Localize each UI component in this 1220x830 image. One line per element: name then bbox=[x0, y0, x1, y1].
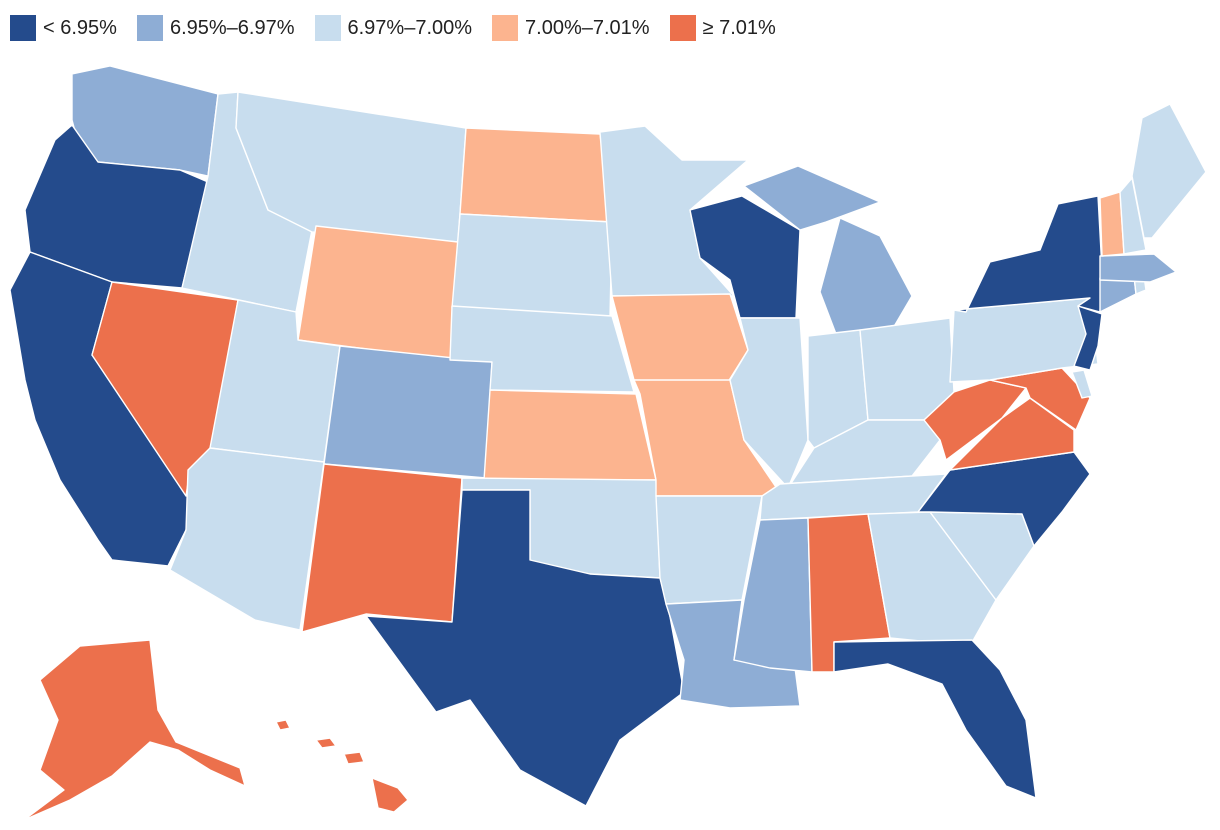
state-hi[interactable] bbox=[275, 719, 409, 813]
state-co[interactable] bbox=[323, 345, 493, 479]
state-il[interactable] bbox=[729, 317, 809, 489]
state-wv[interactable] bbox=[923, 379, 1027, 461]
state-wy[interactable] bbox=[297, 225, 459, 361]
state-fl[interactable] bbox=[833, 639, 1037, 799]
legend-item-2: 6.95%–6.97% bbox=[136, 15, 295, 41]
legend-label: 6.95%–6.97% bbox=[169, 16, 295, 39]
legend-label: ≥ 7.01% bbox=[702, 16, 776, 39]
legend-item-1: < 6.95% bbox=[10, 15, 117, 41]
state-tx[interactable] bbox=[365, 489, 685, 807]
legend-swatch bbox=[492, 15, 519, 41]
legend-label: 6.97%–7.00% bbox=[347, 16, 473, 39]
state-nd[interactable] bbox=[459, 127, 613, 223]
state-ma[interactable] bbox=[1099, 253, 1177, 283]
legend-swatch bbox=[669, 15, 696, 41]
legend-label: < 6.95% bbox=[43, 16, 117, 39]
state-ny[interactable] bbox=[953, 195, 1103, 313]
legend-label: 7.00%–7.01% bbox=[525, 16, 650, 39]
state-de[interactable] bbox=[1071, 369, 1093, 399]
state-ia[interactable] bbox=[611, 293, 749, 383]
state-nh[interactable] bbox=[1119, 177, 1147, 255]
legend-swatch bbox=[10, 15, 36, 41]
map-legend: < 6.95% 6.95%–6.97% 6.97%–7.00% 7.00%–7.… bbox=[10, 14, 796, 42]
state-az[interactable] bbox=[169, 447, 325, 631]
legend-item-5: ≥ 7.01% bbox=[669, 15, 776, 41]
state-ks[interactable] bbox=[483, 389, 657, 481]
legend-item-4: 7.00%–7.01% bbox=[492, 15, 650, 41]
state-la[interactable] bbox=[665, 599, 801, 709]
legend-item-3: 6.97%–7.00% bbox=[314, 15, 473, 41]
state-nj[interactable] bbox=[1073, 305, 1103, 371]
state-nm[interactable] bbox=[301, 463, 463, 633]
state-pa[interactable] bbox=[949, 297, 1099, 383]
state-me[interactable] bbox=[1131, 103, 1207, 239]
legend-swatch bbox=[314, 15, 341, 41]
legend-swatch bbox=[136, 15, 163, 41]
state-or[interactable] bbox=[24, 124, 209, 289]
state-sd[interactable] bbox=[451, 213, 613, 319]
state-ak[interactable] bbox=[23, 639, 246, 821]
